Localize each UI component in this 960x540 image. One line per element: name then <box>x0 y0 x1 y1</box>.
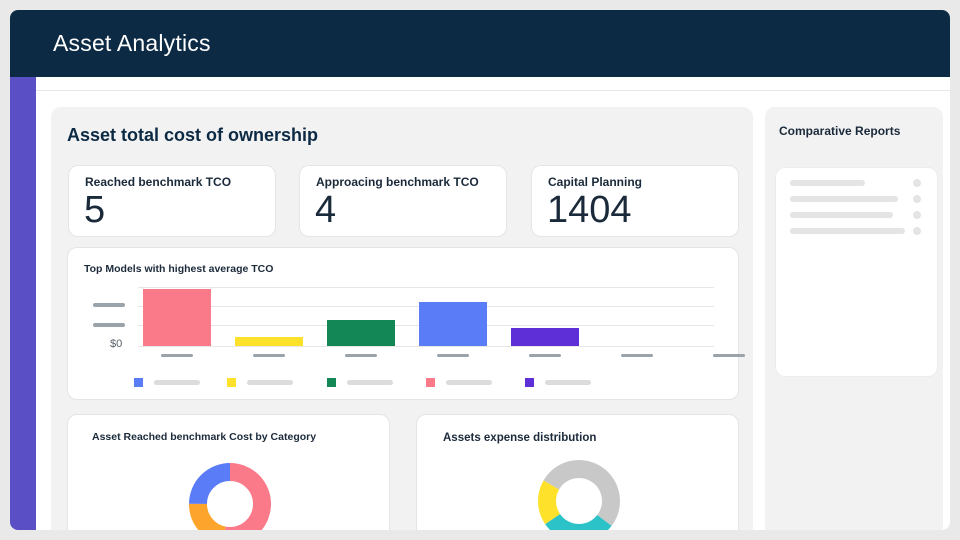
x-tick-label <box>253 354 285 357</box>
kpi-label: Approacing benchmark TCO <box>316 175 479 189</box>
donut-slice[interactable] <box>537 459 621 530</box>
kpi-value: 1404 <box>547 189 632 231</box>
reports-list <box>775 167 938 377</box>
legend-swatch[interactable] <box>134 378 143 387</box>
y-tick-zero: $0 <box>110 338 123 350</box>
kpi-card-capital[interactable]: Capital Planning 1404 <box>531 165 739 237</box>
donut-slice[interactable] <box>189 463 271 530</box>
kpi-card-approaching[interactable]: Approacing benchmark TCO 4 <box>299 165 507 237</box>
list-item-placeholder[interactable] <box>790 196 898 202</box>
legend-swatch[interactable] <box>227 378 236 387</box>
x-tick-label <box>345 354 377 357</box>
x-tick-label <box>529 354 561 357</box>
gridline <box>138 287 714 288</box>
divider <box>36 90 950 91</box>
legend-swatch[interactable] <box>327 378 336 387</box>
bar[interactable] <box>327 320 395 346</box>
legend-label <box>154 380 200 385</box>
list-item-placeholder[interactable] <box>790 228 905 234</box>
legend-label <box>347 380 393 385</box>
app-title: Asset Analytics <box>53 30 211 56</box>
legend-label <box>545 380 591 385</box>
left-sidebar[interactable] <box>10 77 36 530</box>
kpi-value: 4 <box>315 189 337 231</box>
x-tick-label <box>161 354 193 357</box>
comparative-reports-panel: Comparative Reports <box>765 107 943 530</box>
gridline <box>138 346 714 347</box>
bar[interactable] <box>235 337 303 346</box>
list-item-placeholder[interactable] <box>790 212 893 218</box>
top-header: Asset Analytics <box>10 10 950 77</box>
y-tick-label <box>93 323 125 327</box>
panel-title: Comparative Reports <box>779 124 901 138</box>
list-item-dot <box>913 179 921 187</box>
kpi-value: 5 <box>84 189 106 231</box>
list-item-dot <box>913 211 921 219</box>
y-tick-label <box>93 303 125 307</box>
x-tick-label <box>713 354 745 357</box>
kpi-card-reached[interactable]: Reached benchmark TCO 5 <box>68 165 276 237</box>
chart-title: Asset Reached benchmark Cost by Category <box>92 431 317 443</box>
legend-swatch[interactable] <box>525 378 534 387</box>
main-panel: Asset total cost of ownership Reached be… <box>51 107 753 530</box>
app-window: Asset Analytics Asset total cost of owne… <box>10 10 950 530</box>
donut-chart <box>537 459 621 530</box>
bar[interactable] <box>511 328 579 346</box>
donut-card-expense: Assets expense distribution <box>416 414 739 530</box>
bar[interactable] <box>143 289 211 346</box>
list-item-placeholder[interactable] <box>790 180 865 186</box>
donut-chart <box>189 463 271 530</box>
legend-label <box>247 380 293 385</box>
kpi-label: Reached benchmark TCO <box>85 175 232 189</box>
list-item-dot <box>913 227 921 235</box>
donut-card-category: Asset Reached benchmark Cost by Category <box>67 414 390 530</box>
bar[interactable] <box>419 301 487 346</box>
kpi-label: Capital Planning <box>548 175 643 189</box>
donut-slice[interactable] <box>189 463 271 530</box>
x-tick-label <box>621 354 653 357</box>
bar-chart-card: Top Models with highest average TCO $0 <box>67 247 745 400</box>
legend-label <box>446 380 492 385</box>
chart-title: Assets expense distribution <box>443 432 597 444</box>
list-item-dot <box>913 195 921 203</box>
legend-swatch[interactable] <box>426 378 435 387</box>
x-tick-label <box>437 354 469 357</box>
page-title: Asset total cost of ownership <box>67 125 319 145</box>
donut-slice[interactable] <box>537 459 621 530</box>
chart-title: Top Models with highest average TCO <box>84 263 274 275</box>
